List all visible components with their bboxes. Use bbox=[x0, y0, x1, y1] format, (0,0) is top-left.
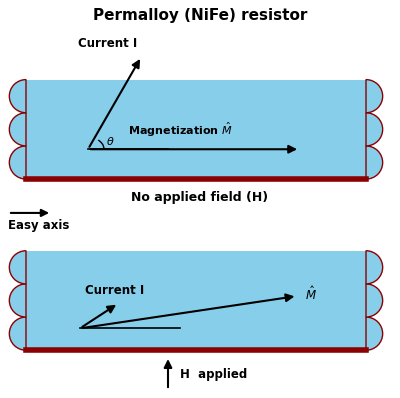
Text: Easy axis: Easy axis bbox=[8, 219, 69, 232]
Wedge shape bbox=[9, 146, 26, 179]
Text: Permalloy (NiFe) resistor: Permalloy (NiFe) resistor bbox=[93, 8, 307, 23]
Text: Current I: Current I bbox=[78, 37, 138, 51]
Text: No applied field (H): No applied field (H) bbox=[132, 191, 268, 203]
Text: Current I: Current I bbox=[85, 284, 144, 297]
Wedge shape bbox=[366, 113, 383, 146]
Text: Magnetization $\hat{M}$: Magnetization $\hat{M}$ bbox=[128, 121, 232, 139]
Wedge shape bbox=[366, 80, 383, 113]
Wedge shape bbox=[366, 251, 383, 284]
Bar bbox=[26, 80, 366, 179]
Wedge shape bbox=[366, 146, 383, 179]
Wedge shape bbox=[9, 251, 26, 284]
Wedge shape bbox=[9, 113, 26, 146]
Wedge shape bbox=[9, 317, 26, 350]
Wedge shape bbox=[366, 284, 383, 317]
Wedge shape bbox=[9, 284, 26, 317]
Bar bbox=[26, 251, 366, 350]
Wedge shape bbox=[9, 80, 26, 113]
Text: $\theta$: $\theta$ bbox=[106, 135, 114, 147]
Text: H  applied: H applied bbox=[180, 368, 247, 380]
Text: $\hat{M}$: $\hat{M}$ bbox=[305, 285, 317, 303]
Wedge shape bbox=[366, 317, 383, 350]
